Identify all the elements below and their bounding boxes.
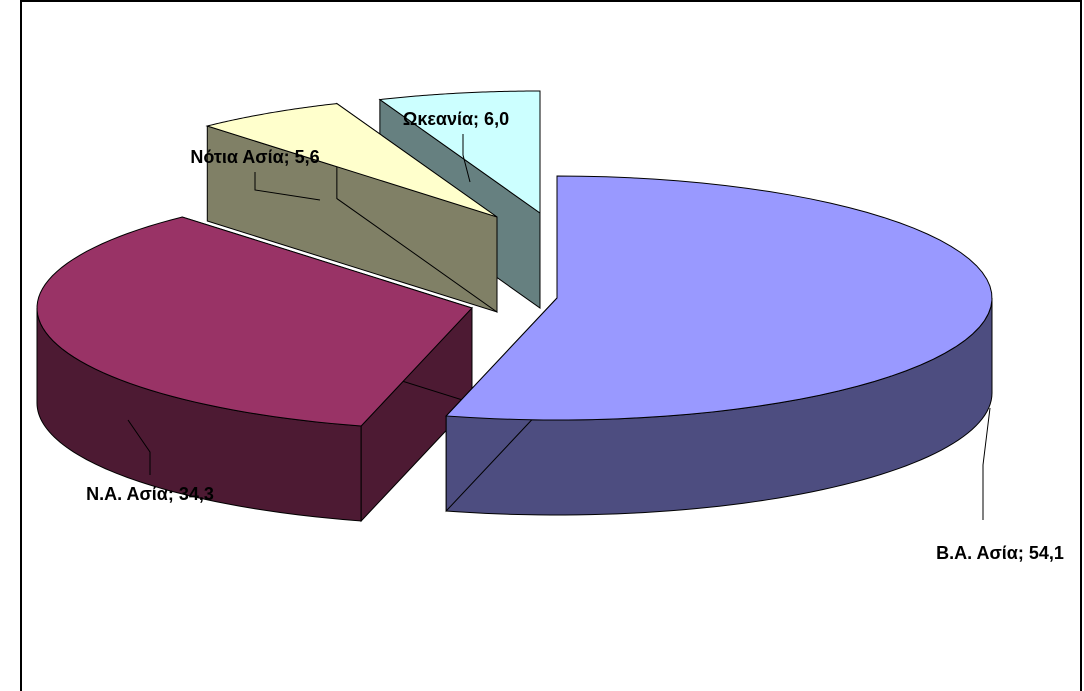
- slice-label: Β.Α. Ασία; 54,1: [936, 543, 1064, 563]
- pie-slice: [378, 90, 541, 214]
- leader-line: [982, 407, 991, 520]
- slice-label: Νότια Ασία; 5,6: [190, 147, 319, 167]
- slice-label: Ωκεανία; 6,0: [403, 109, 509, 129]
- chart-frame: [20, 0, 1082, 691]
- pie-slice: [36, 216, 473, 427]
- leader-line: [254, 172, 321, 201]
- leader-line: [462, 134, 471, 183]
- pie-slice: [445, 175, 993, 421]
- slice-label: Ν.Α. Ασία; 34,3: [86, 484, 214, 504]
- leader-line: [127, 419, 151, 475]
- pie-slice: [205, 103, 498, 218]
